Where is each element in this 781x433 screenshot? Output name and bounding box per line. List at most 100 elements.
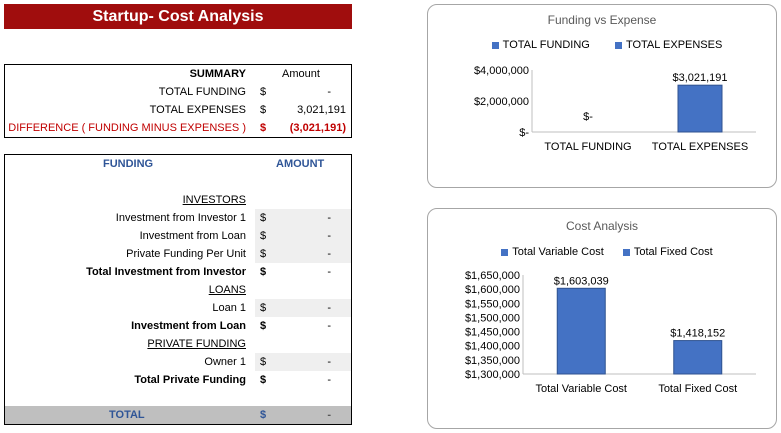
row-label: Owner 1 [204,356,246,368]
y-tick-label: $4,000,000 [474,65,529,77]
chart-legend: TOTAL FUNDING TOTAL EXPENSES [428,39,776,51]
funding-table: FUNDING AMOUNT INVESTORS Investment from… [4,154,352,425]
summary-row-value[interactable]: (3,021,191) [289,122,346,134]
currency-symbol: $ [260,122,267,134]
summary-row-total-funding: TOTAL FUNDING $ - [5,83,351,101]
amount-cell[interactable]: - [327,266,331,278]
funding-header: FUNDING [103,158,154,170]
table-row: Owner 1 $ - [5,353,351,371]
chart-legend: Total Variable Cost Total Fixed Cost [428,246,776,258]
table-row: Investment from Loan $ - [5,227,351,245]
amount-cell[interactable]: - [327,212,331,224]
amount-cell[interactable]: - [327,302,331,314]
currency-symbol: $ [260,248,267,260]
total-label: TOTAL [109,409,145,421]
summary-row-difference: DIFFERENCE ( FUNDING MINUS EXPENSES ) $ … [5,119,351,137]
summary-header-row: SUMMARY Amount [5,65,351,83]
funding-vs-expense-chart[interactable]: Funding vs Expense TOTAL FUNDING TOTAL E… [427,4,777,188]
summary-row-label: TOTAL EXPENSES [149,104,246,116]
legend-swatch [491,41,499,49]
data-label: $3,021,191 [672,72,727,84]
private-funding-heading: PRIVATE FUNDING [147,338,246,350]
amount-cell[interactable]: - [327,356,331,368]
y-tick-label: $1,600,000 [465,284,520,296]
investors-heading-row: INVESTORS [5,191,351,209]
y-tick-label: $1,350,000 [465,355,520,367]
data-label: $1,418,152 [670,328,725,340]
total-value[interactable]: - [327,409,331,421]
y-tick-label: $1,300,000 [465,369,520,381]
row-label: Investment from Loan [139,230,246,242]
legend-entry: Total Fixed Cost [633,246,713,258]
currency-symbol: $ [260,409,267,421]
x-tick-label: TOTAL FUNDING [544,141,631,153]
currency-symbol: $ [260,266,267,278]
currency-symbol: $ [260,356,267,368]
currency-symbol: $ [260,320,267,332]
row-label: Investment from Investor 1 [115,212,246,224]
row-label: Private Funding Per Unit [126,248,246,260]
amount-cell[interactable]: - [327,374,331,386]
legend-entry: TOTAL EXPENSES [625,39,723,51]
investors-heading: INVESTORS [182,194,246,206]
summary-table: SUMMARY Amount TOTAL FUNDING $ - TOTAL E… [4,64,352,138]
loans-heading-row: LOANS [5,281,351,299]
table-row: Investment from Investor 1 $ - [5,209,351,227]
data-label: $1,603,039 [554,275,609,287]
legend-swatch [501,248,509,256]
private-heading-row: PRIVATE FUNDING [5,335,351,353]
y-tick-label: $2,000,000 [474,96,529,108]
bar [556,287,606,375]
summary-row-label: DIFFERENCE ( FUNDING MINUS EXPENSES ) [8,122,246,134]
y-tick-label: $1,400,000 [465,341,520,353]
investor-total-row: Total Investment from Investor $ - [5,263,351,281]
amount-cell[interactable]: - [327,248,331,260]
page-title: Startup- Cost Analysis [4,4,352,29]
amount-cell[interactable]: - [327,320,331,332]
legend-swatch [614,41,622,49]
legend-swatch [622,248,630,256]
y-tick-label: $1,650,000 [465,270,520,282]
currency-symbol: $ [260,230,267,242]
currency-symbol: $ [260,302,267,314]
x-tick-label: TOTAL EXPENSES [652,141,748,153]
row-label: Total Investment from Investor [86,266,246,278]
data-label: $- [583,111,593,123]
legend-entry: TOTAL FUNDING [502,39,590,51]
chart-plot: $- $2,000,000 $4,000,000 $- TOTAL FUNDING $3,… [474,65,756,153]
cost-analysis-chart[interactable]: Cost Analysis Total Variable Cost Total … [427,208,777,429]
summary-row-value[interactable]: - [327,86,331,98]
x-tick-label: Total Fixed Cost [658,383,737,395]
summary-row-value[interactable]: 3,021,191 [297,104,346,116]
amount-cell[interactable]: - [327,230,331,242]
x-tick-label: Total Variable Cost [535,383,627,395]
bar [677,84,723,133]
legend-entry: Total Variable Cost [512,246,604,258]
currency-symbol: $ [260,374,267,386]
y-tick-label: $1,450,000 [465,327,520,339]
summary-row-label: TOTAL FUNDING [158,86,246,98]
loan-total-row: Investment from Loan $ - [5,317,351,335]
funding-total-row: TOTAL $ - [5,406,351,424]
chart-title: Funding vs Expense [547,13,657,27]
loans-heading: LOANS [208,284,246,296]
y-tick-label: $1,550,000 [465,298,520,310]
table-row: Private Funding Per Unit $ - [5,245,351,263]
row-label: Investment from Loan [131,320,246,332]
currency-symbol: $ [260,86,267,98]
y-tick-label: $1,500,000 [465,312,520,324]
bar [673,340,723,375]
currency-symbol: $ [260,212,267,224]
amount-header: Amount [282,68,320,80]
chart-plot: $1,300,000 $1,350,000 $1,400,000 $1,450,000… [465,270,756,395]
amount-header: AMOUNT [276,158,325,170]
chart-title: Cost Analysis [565,219,639,233]
funding-header-row: FUNDING AMOUNT [5,155,351,173]
row-label: Total Private Funding [134,374,246,386]
summary-row-total-expenses: TOTAL EXPENSES $ 3,021,191 [5,101,351,119]
summary-header: SUMMARY [189,68,246,80]
row-label: Loan 1 [212,302,246,314]
private-total-row: Total Private Funding $ - [5,371,351,389]
table-row: Loan 1 $ - [5,299,351,317]
y-tick-label: $- [519,127,529,139]
